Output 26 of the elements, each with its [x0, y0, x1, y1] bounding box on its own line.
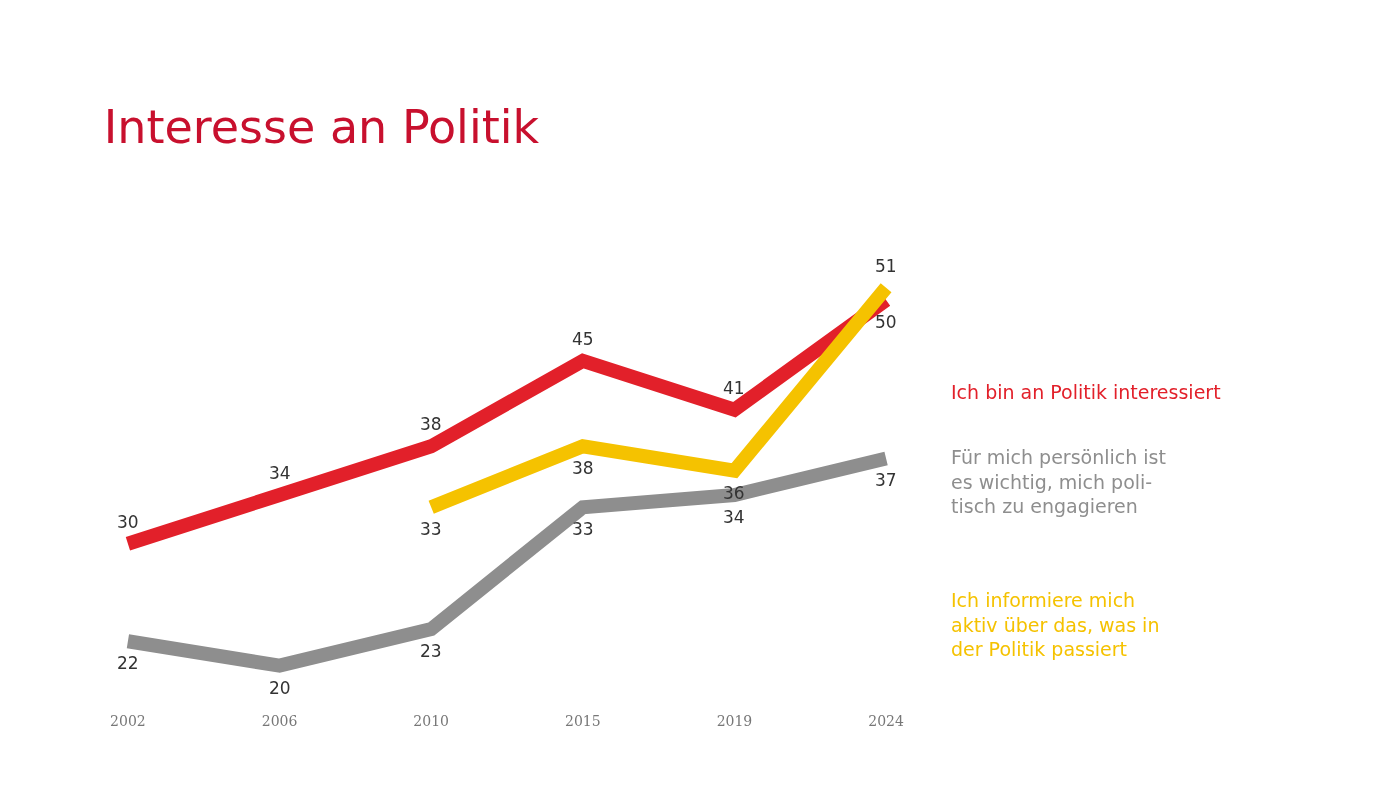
x-tick-label: 2006: [261, 713, 298, 729]
data-label: 22: [117, 653, 139, 673]
data-label: 34: [723, 507, 745, 527]
data-label: 41: [723, 378, 745, 398]
data-label: 38: [420, 414, 442, 434]
data-label: 20: [269, 678, 291, 698]
data-label: 36: [723, 483, 745, 503]
chart-title: Interesse an Politik: [103, 99, 540, 154]
x-tick-label: 2002: [110, 713, 146, 729]
data-label: 50: [875, 312, 897, 332]
data-label: 23: [420, 641, 442, 661]
data-label: 33: [420, 519, 442, 539]
text: Für mich persönlich ist es wichtig, mich poli- tisch zu engagieren: [951, 446, 1166, 518]
data-label: 33: [572, 519, 594, 539]
data-label: 30: [117, 512, 139, 532]
data-label: 51: [875, 256, 897, 276]
data-label: 37: [875, 470, 897, 490]
x-tick-label: 2019: [716, 713, 753, 729]
text: Ich informiere mich aktiv über das, was in der Politik passiert: [951, 589, 1160, 661]
data-label: 45: [572, 329, 594, 349]
data-label: 38: [572, 458, 594, 478]
x-tick-label: 2015: [565, 713, 601, 729]
text: Ich bin an Politik interessiert: [951, 381, 1221, 403]
x-tick-label: 2024: [868, 713, 904, 729]
x-tick-label: 2010: [413, 713, 449, 729]
data-label: 34: [269, 463, 291, 483]
